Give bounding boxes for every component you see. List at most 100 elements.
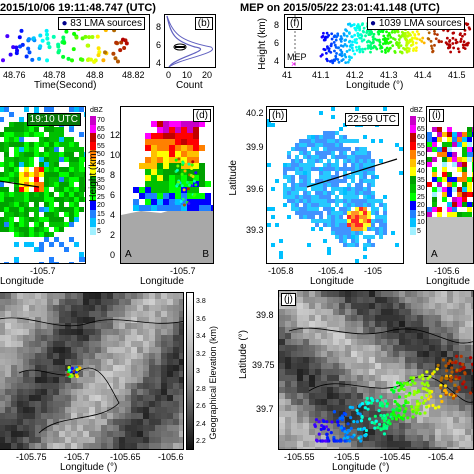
lma-source-point xyxy=(421,387,425,391)
elevation-cell xyxy=(279,435,285,441)
lma-source-point xyxy=(423,399,427,403)
elevation-cell xyxy=(333,345,339,351)
elevation-cell xyxy=(447,321,453,327)
panel-j-plot xyxy=(279,291,473,449)
lma-source-point xyxy=(386,37,390,41)
lma-source-point xyxy=(44,28,49,33)
elevation-cell xyxy=(17,443,23,449)
lma-source-point xyxy=(448,378,453,382)
radar-cell xyxy=(355,171,359,175)
elevation-cell xyxy=(285,375,291,381)
radar-cell xyxy=(283,171,287,175)
elevation-cell xyxy=(459,405,465,411)
elevation-cell xyxy=(89,413,95,419)
elevation-cell xyxy=(173,443,179,449)
elevation-cell xyxy=(327,351,333,357)
radar-cell xyxy=(432,202,437,207)
radar-cell xyxy=(193,133,199,139)
radar-cell xyxy=(74,187,79,192)
elevation-cell xyxy=(167,293,173,299)
radar-cell xyxy=(59,142,64,147)
lma-source-point xyxy=(382,422,386,427)
elevation-cell xyxy=(441,435,447,441)
radar-cell xyxy=(291,195,295,199)
radar-cell xyxy=(359,215,363,219)
elevation-cell xyxy=(279,303,285,309)
elevation-cell xyxy=(167,389,173,395)
elevation-cell xyxy=(23,347,29,353)
panel-i-colorbar: dBZ 70 65 60 55 50 45 40 35 30 25 20 15 10 5 xyxy=(410,107,425,236)
lma-source-point xyxy=(402,403,406,408)
elevation-cell xyxy=(435,369,441,375)
radar-cell xyxy=(295,199,299,203)
elevation-cell xyxy=(155,407,161,413)
elevation-cell xyxy=(47,347,53,353)
elevation-cell xyxy=(107,305,113,311)
elevation-cell xyxy=(297,435,303,441)
radar-cell xyxy=(14,257,19,262)
radar-cell xyxy=(157,205,163,211)
lma-source-point xyxy=(179,200,183,204)
radar-cell xyxy=(319,175,323,179)
radar-cell xyxy=(432,172,437,177)
radar-cell xyxy=(14,142,19,147)
elevation-cell xyxy=(309,351,315,357)
lma-source-point xyxy=(5,34,10,39)
radar-cell xyxy=(0,197,4,202)
radar-cell xyxy=(347,231,351,235)
elevation-cell xyxy=(447,297,453,303)
elevation-cell xyxy=(29,389,35,395)
lma-source-point xyxy=(372,32,376,36)
lma-source-point xyxy=(372,40,375,44)
elevation-cell xyxy=(309,345,315,351)
radar-cell xyxy=(295,183,299,187)
radar-cell xyxy=(347,187,351,191)
elevation-cell xyxy=(279,363,285,369)
elevation-cell xyxy=(297,399,303,405)
radar-cell xyxy=(205,193,211,199)
radar-cell xyxy=(9,177,14,182)
radar-cell xyxy=(367,195,371,199)
elevation-cell xyxy=(5,329,11,335)
elevation-cell xyxy=(53,437,59,443)
radar-cell xyxy=(4,132,9,137)
panel-b-xtick-10: 10 xyxy=(182,70,193,80)
radar-cell xyxy=(467,177,472,182)
lma-source-point xyxy=(360,402,365,406)
elevation-cell xyxy=(447,303,453,309)
radar-cell xyxy=(343,239,347,243)
elevation-cell xyxy=(173,323,179,329)
radar-cell xyxy=(287,155,291,159)
elevation-cell xyxy=(381,327,387,333)
radar-cell xyxy=(169,121,175,127)
elevation-cell xyxy=(131,365,137,371)
elevation-cell xyxy=(291,405,297,411)
radar-cell xyxy=(359,207,363,211)
dbz-swatch xyxy=(410,201,416,210)
radar-cell xyxy=(69,107,74,112)
elevation-cell xyxy=(303,315,309,321)
radar-cell xyxy=(351,203,355,207)
elevation-cell xyxy=(321,411,327,417)
dbz-swatch xyxy=(90,201,96,210)
radar-cell xyxy=(79,107,84,112)
lma-source-point xyxy=(71,47,76,52)
lma-source-point xyxy=(326,428,330,432)
lma-source-point xyxy=(450,375,454,380)
panel-f-label: (f) xyxy=(287,17,303,30)
elevation-cell xyxy=(471,345,473,351)
elevation-cell xyxy=(315,321,321,327)
elevation-cell xyxy=(65,317,71,323)
elevation-cell xyxy=(47,359,53,365)
lma-source-point xyxy=(324,35,328,39)
elevation-cell xyxy=(393,393,399,399)
elevation-cell xyxy=(423,423,429,429)
lma-source-point xyxy=(358,25,362,29)
elevation-cell xyxy=(471,327,473,333)
radar-cell xyxy=(311,195,315,199)
radar-cell xyxy=(44,202,49,207)
radar-cell xyxy=(291,191,295,195)
lma-source-point xyxy=(382,414,386,418)
lma-source-point xyxy=(397,46,401,49)
radar-cell xyxy=(34,107,39,112)
